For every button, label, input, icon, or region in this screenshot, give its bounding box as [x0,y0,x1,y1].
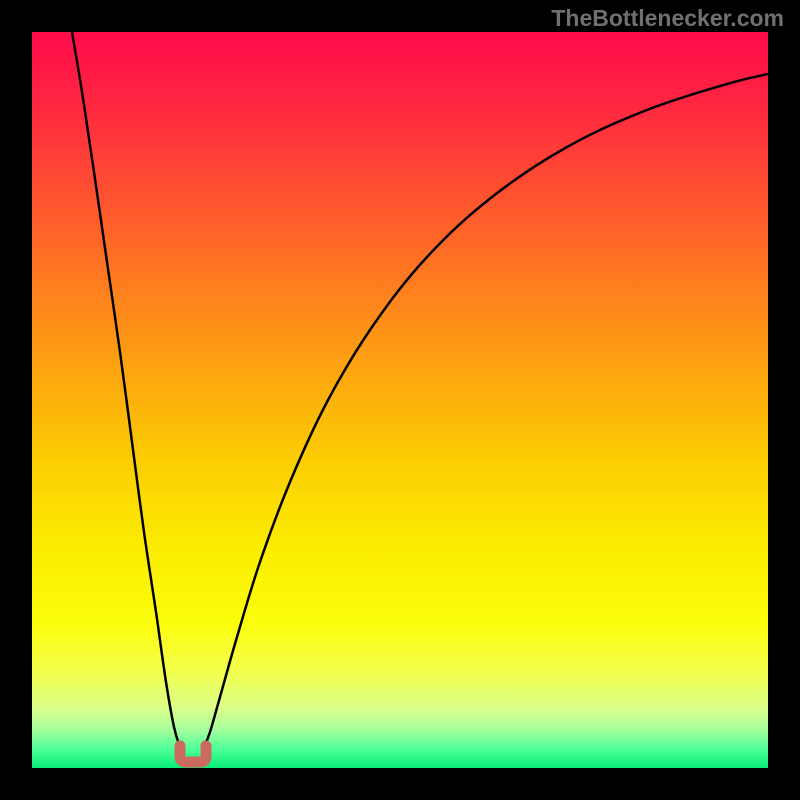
valley-marker-right-dot [201,741,212,752]
curve-right-branch [204,74,768,747]
chart-container: TheBottlenecker.com [0,0,800,800]
plot-area [32,32,768,768]
bottleneck-curve [32,32,768,768]
curve-left-branch [72,32,180,747]
watermark-text: TheBottlenecker.com [551,5,784,32]
valley-marker-left-dot [175,741,186,752]
